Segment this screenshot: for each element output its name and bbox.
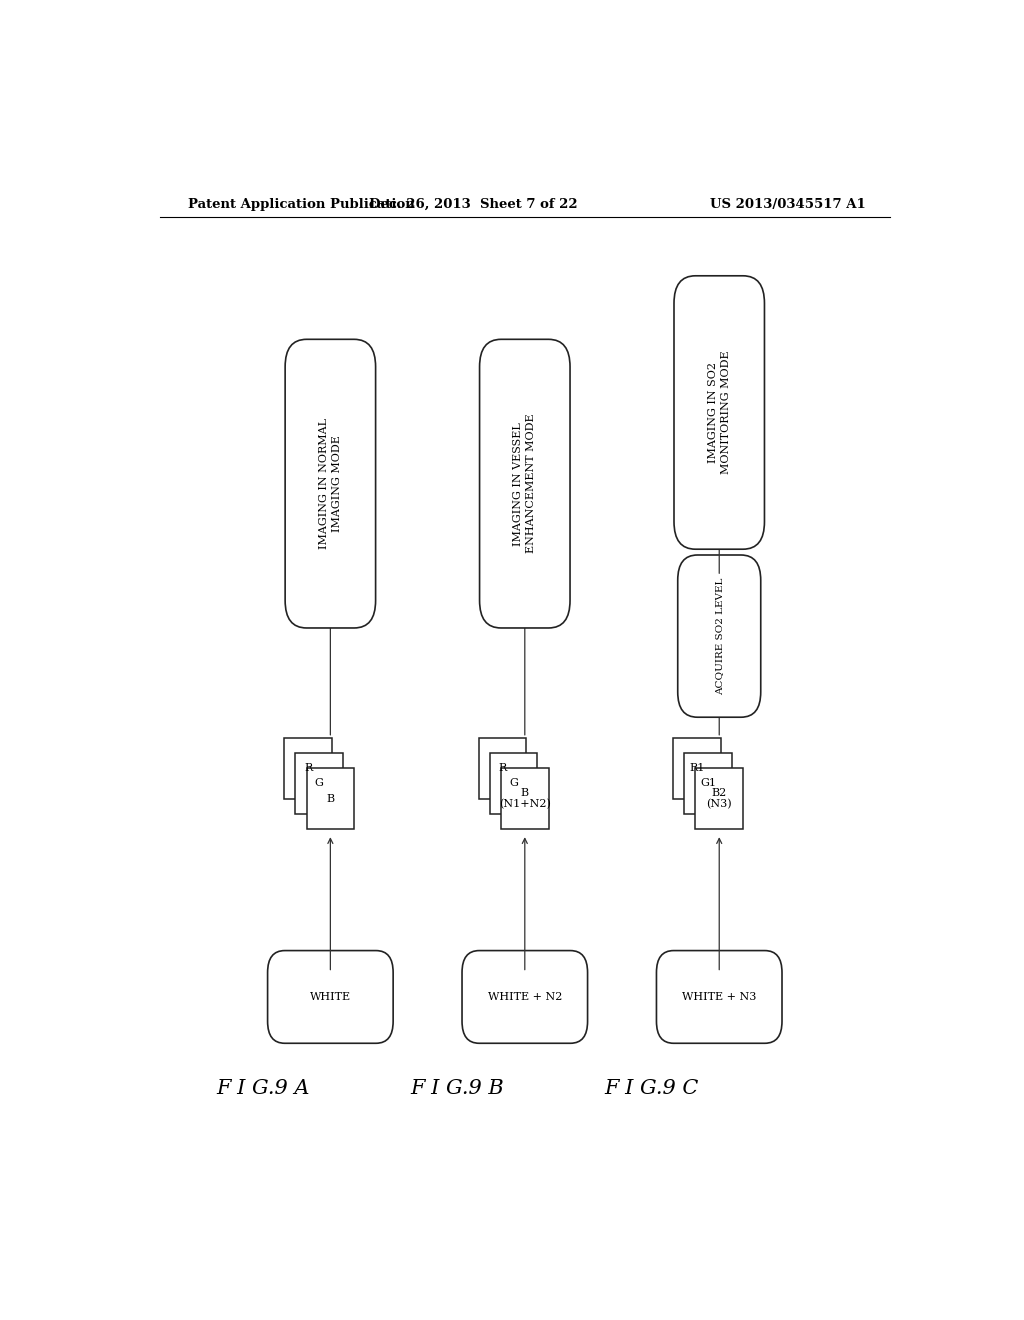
FancyBboxPatch shape xyxy=(678,554,761,717)
FancyBboxPatch shape xyxy=(479,339,570,628)
Bar xyxy=(479,738,526,799)
Text: G1: G1 xyxy=(700,779,716,788)
Text: F I G.9 B: F I G.9 B xyxy=(411,1078,504,1098)
Text: Patent Application Publication: Patent Application Publication xyxy=(187,198,415,211)
Text: B: B xyxy=(327,793,335,804)
Text: IMAGING IN SO2
MONITORING MODE: IMAGING IN SO2 MONITORING MODE xyxy=(708,351,731,474)
Text: R: R xyxy=(304,763,312,774)
Bar xyxy=(673,738,721,799)
Text: WHITE: WHITE xyxy=(310,991,351,1002)
FancyBboxPatch shape xyxy=(285,339,376,628)
Text: WHITE + N3: WHITE + N3 xyxy=(682,991,757,1002)
Bar xyxy=(285,738,332,799)
Text: F I G.9 A: F I G.9 A xyxy=(216,1078,309,1098)
FancyBboxPatch shape xyxy=(267,950,393,1043)
Bar xyxy=(306,768,354,829)
Text: Dec. 26, 2013  Sheet 7 of 22: Dec. 26, 2013 Sheet 7 of 22 xyxy=(369,198,578,211)
Text: IMAGING IN VESSEL
ENHANCEMENT MODE: IMAGING IN VESSEL ENHANCEMENT MODE xyxy=(513,414,537,553)
Bar xyxy=(695,768,743,829)
Text: IMAGING IN NORMAL
IMAGING MODE: IMAGING IN NORMAL IMAGING MODE xyxy=(318,418,342,549)
Text: B2
(N3): B2 (N3) xyxy=(707,788,732,809)
Text: G: G xyxy=(509,779,518,788)
Text: F I G.9 C: F I G.9 C xyxy=(604,1078,699,1098)
Text: R1: R1 xyxy=(689,763,705,774)
FancyBboxPatch shape xyxy=(674,276,765,549)
FancyBboxPatch shape xyxy=(462,950,588,1043)
Text: WHITE + N2: WHITE + N2 xyxy=(487,991,562,1002)
Text: US 2013/0345517 A1: US 2013/0345517 A1 xyxy=(711,198,866,211)
Bar xyxy=(296,752,343,814)
Text: G: G xyxy=(314,779,324,788)
Bar xyxy=(501,768,549,829)
Text: ACQUIRE SO2 LEVEL: ACQUIRE SO2 LEVEL xyxy=(715,577,724,694)
FancyBboxPatch shape xyxy=(656,950,782,1043)
Bar xyxy=(684,752,732,814)
Text: B
(N1+N2): B (N1+N2) xyxy=(499,788,551,809)
Bar xyxy=(489,752,538,814)
Text: R: R xyxy=(499,763,507,774)
